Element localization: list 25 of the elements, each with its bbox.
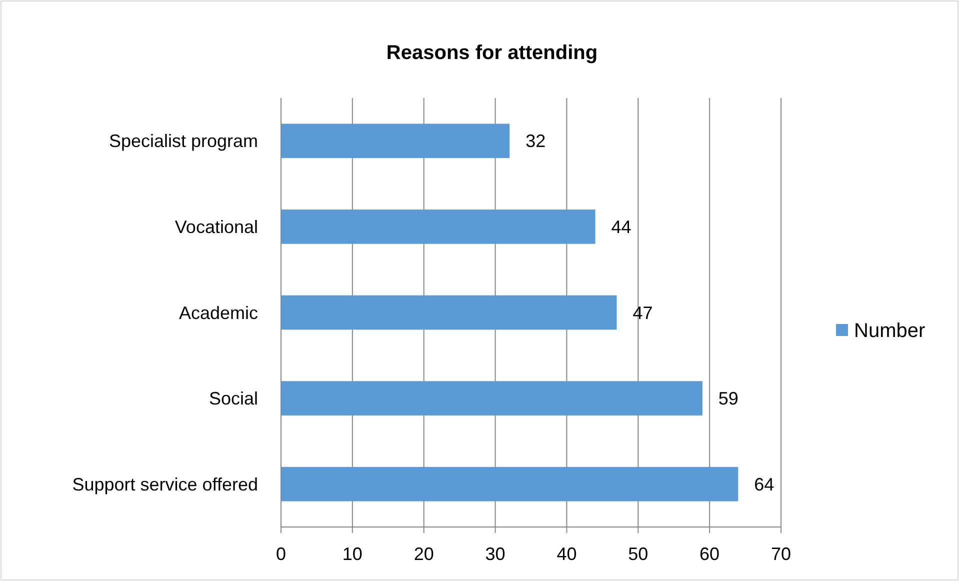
data-label: 64	[754, 474, 774, 494]
data-label: 44	[611, 217, 632, 237]
data-label: 32	[526, 131, 546, 152]
legend-label: Number	[854, 320, 926, 342]
bar	[281, 124, 510, 158]
bar	[281, 381, 702, 416]
x-tick-label: 30	[485, 544, 506, 564]
y-tick-label: Support service offered	[72, 474, 258, 494]
x-tick-label: 10	[342, 544, 362, 564]
data-label: 47	[632, 302, 653, 323]
bar	[281, 295, 617, 330]
x-tick-label: 20	[414, 544, 434, 564]
bar	[281, 210, 596, 244]
x-tick-label: 70	[770, 544, 792, 564]
bar	[281, 466, 738, 502]
x-tick-label: 60	[700, 544, 720, 564]
x-tick-label: 50	[628, 544, 648, 564]
y-tick-label: Vocational	[174, 217, 258, 237]
y-tick-label: Academic	[178, 302, 258, 323]
y-tick-label: Specialist program	[108, 131, 258, 152]
data-label: 59	[718, 388, 738, 409]
x-tick-label: 0	[276, 544, 286, 564]
y-tick-label: Social	[208, 388, 258, 409]
chart-title: Reasons for attending	[386, 42, 598, 64]
x-tick-label: 40	[556, 544, 577, 564]
